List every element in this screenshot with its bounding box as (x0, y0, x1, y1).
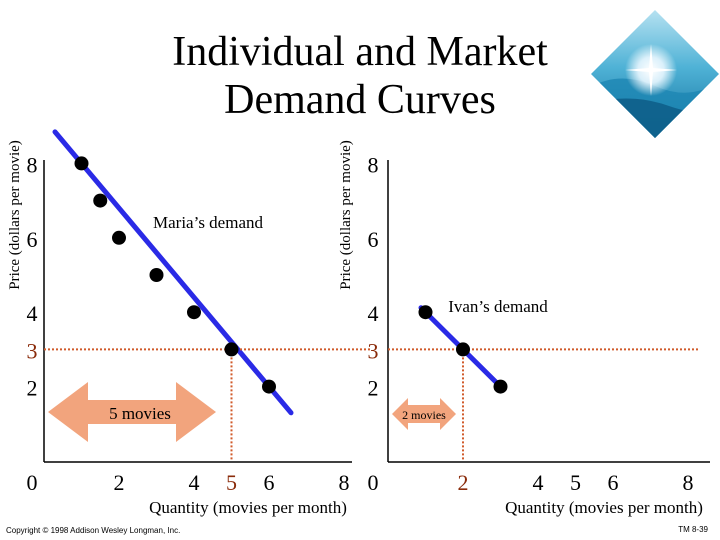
maria-demand-chart: Price (dollars per movie) Quantity (movi… (7, 129, 370, 517)
maria-y-tick-label: 4 (27, 301, 38, 326)
maria-y-axis-label: Price (dollars per movie) (7, 140, 23, 290)
maria-x-axis-label: Quantity (movies per month) (149, 498, 347, 517)
slide-title-line-2: Demand Curves (224, 77, 496, 123)
ivan-x-axis-label: Quantity (movies per month) (505, 498, 703, 517)
maria-quantity-arrow (48, 382, 216, 442)
ivan-demand-point (456, 342, 470, 357)
maria-demand-point (224, 342, 239, 357)
ivan-y-tick-label: 6 (368, 227, 379, 252)
ivan-quantity-arrow (392, 398, 456, 430)
maria-demand-curve (52, 129, 294, 416)
maria-x-tick-label: 2 (114, 470, 125, 495)
maria-x-tick-label: 0 (27, 470, 38, 495)
ivan-x-tick-label: 6 (608, 470, 619, 495)
ivan-y-axis-label: Price (dollars per movie) (338, 140, 354, 290)
slide-number: TM 8-39 (678, 525, 708, 534)
maria-demand-point (93, 193, 108, 208)
ivan-x-tick-label: 8 (683, 470, 694, 495)
ivan-demand-chart: Price (dollars per movie) Quantity (movi… (338, 140, 710, 517)
ivan-x-tick-label: 4 (533, 470, 544, 495)
ivan-x-tick-label: 5 (570, 470, 581, 495)
maria-series-label: Maria’s demand (153, 213, 263, 232)
maria-x-tick-label: 4 (189, 470, 200, 495)
ivan-y-tick-label: 4 (368, 301, 379, 326)
maria-x-tick-label: 5 (226, 470, 237, 495)
slide-title-line-1: Individual and Market (172, 29, 548, 75)
ivan-demand-point (418, 305, 433, 320)
ocean-wave-logo-icon (591, 10, 719, 138)
maria-arrow-label: 5 movies (109, 404, 171, 423)
maria-demand-point (262, 379, 276, 394)
copyright-notice: Copyright © 1998 Addison Wesley Longman,… (6, 526, 181, 535)
maria-demand-point (112, 230, 126, 245)
maria-y-tick-label: 8 (27, 152, 38, 177)
ivan-arrow-label: 2 movies (402, 408, 446, 422)
maria-demand-point (74, 156, 89, 171)
ivan-y-tick-label: 3 (368, 338, 379, 363)
maria-demand-point (149, 268, 164, 282)
ivan-x-tick-label: 0 (368, 470, 379, 495)
ivan-demand-point (493, 379, 508, 394)
ivan-y-tick-label: 2 (368, 376, 379, 401)
maria-demand-point (187, 305, 201, 320)
maria-x-tick-label: 8 (339, 470, 350, 495)
maria-y-tick-label: 6 (27, 227, 38, 252)
maria-x-tick-label: 6 (264, 470, 275, 495)
ivan-series-label: Ivan’s demand (448, 297, 548, 316)
maria-y-tick-label: 3 (27, 338, 38, 363)
maria-y-tick-label: 2 (27, 376, 38, 401)
ivan-x-tick-label: 2 (458, 470, 469, 495)
ivan-y-tick-label: 8 (368, 152, 379, 177)
